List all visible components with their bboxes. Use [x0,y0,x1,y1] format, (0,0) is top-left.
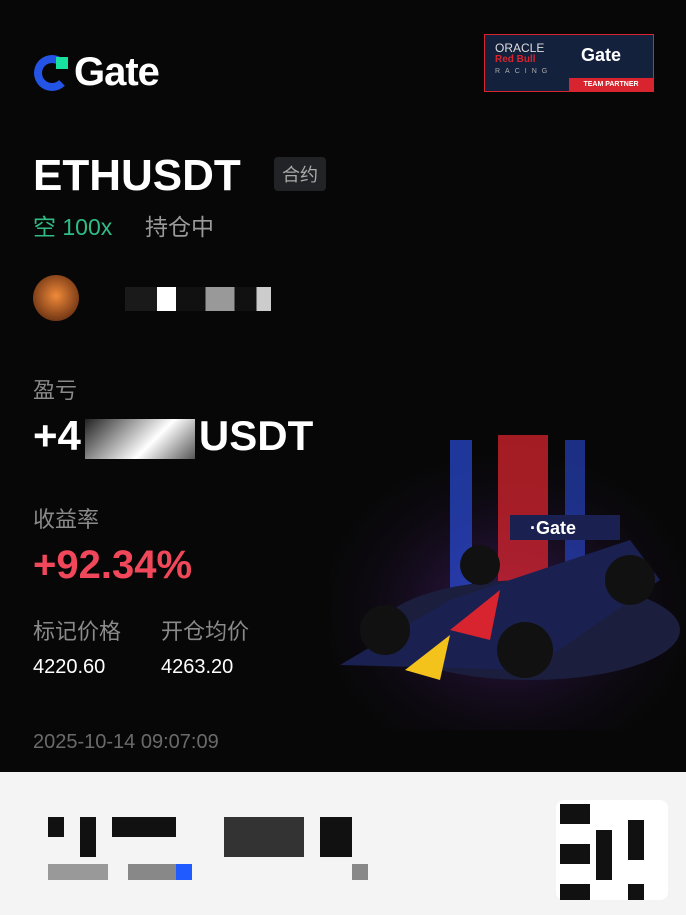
mark-price-value: 4220.60 [33,656,106,678]
entry-price-label: 开仓均价 [161,619,250,644]
avatar [33,275,79,321]
qr-code [556,800,668,900]
badge-redbull: Red Bull [495,54,536,65]
mark-price-label: 标记价格 [33,619,122,644]
pnl-label: 盈亏 [33,378,78,403]
pnl-prefix: +4 [33,412,81,459]
trading-pair: ETHUSDT [33,151,241,200]
pnl-value: +4 USDT [33,412,313,460]
roi-label: 收益率 [33,507,100,532]
entry-price-value: 4263.20 [161,656,234,678]
gate-logo-icon [34,54,70,91]
username-redacted [125,287,271,311]
timestamp: 2025-10-14 09:07:09 [33,731,219,753]
badge-gate: Gate [581,45,622,65]
position-side: 空 100x [33,214,113,240]
team-partner-badge: ORACLE Red Bull RACING Gate TEAM PARTNER [484,34,654,92]
pnl-unit: USDT [198,412,314,459]
position-status: 持仓中 [145,214,214,240]
badge-oracle: ORACLE [495,41,545,55]
badge-racing: RACING [495,68,553,75]
gate-logo: Gate [34,50,160,95]
pnl-redacted [84,418,195,459]
f1-car-image: ·Gate [330,430,686,730]
svg-text:·Gate: ·Gate [530,518,576,538]
badge-team-partner: TEAM PARTNER [569,78,653,91]
contract-tag: 合约 [274,157,326,191]
roi-value: +92.34% [33,543,193,587]
logo-text: Gate [74,50,160,94]
